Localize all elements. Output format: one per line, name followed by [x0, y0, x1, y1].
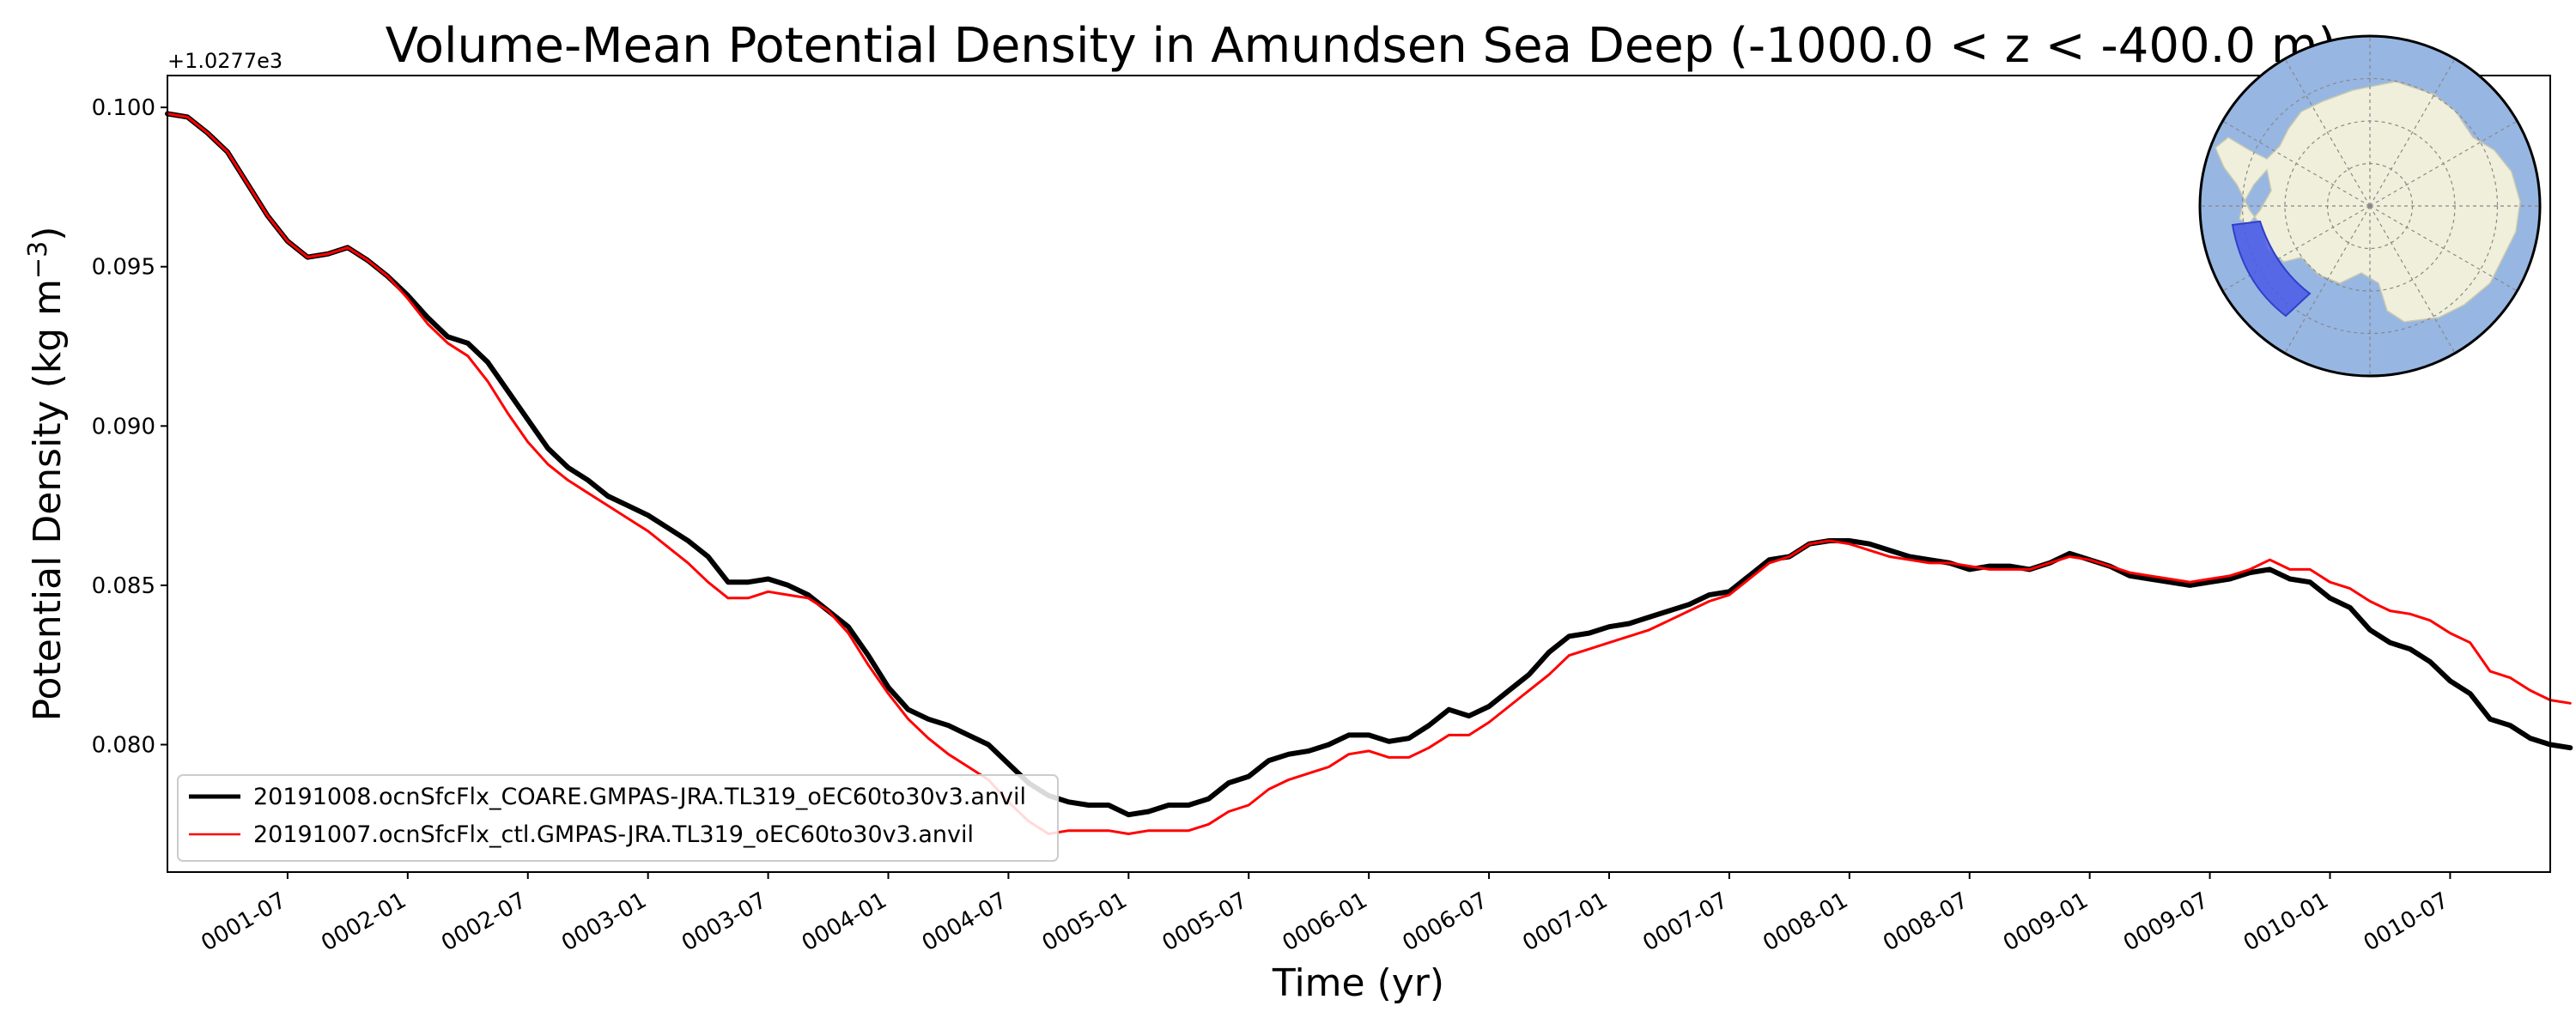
y-axis: 0.080 0.085 0.090 0.095 0.100 [92, 95, 167, 759]
inset-antarctica-land [2215, 81, 2521, 323]
y-offset-label: +1.0277e3 [167, 49, 283, 73]
inset-border [2198, 34, 2542, 378]
x-tick-label: 0007-07 [1638, 888, 1732, 956]
graticule-meridian-150 [2222, 205, 2371, 292]
y-tick-label: 0.090 [92, 414, 155, 439]
y-axis-label-close: ) [26, 227, 70, 241]
graticule-meridian-330 [2369, 120, 2518, 207]
x-tick-label: 0002-01 [317, 888, 410, 956]
graticule-latitude-2 [2241, 77, 2499, 335]
x-tick-label: 0002-07 [437, 888, 531, 956]
x-axis: 0001-07 0002-01 0002-07 0003-01 0003-07 0004-… [197, 872, 2453, 956]
legend-box [177, 774, 1059, 862]
x-tick-label: 0008-01 [1759, 888, 1852, 956]
x-tick-label: 0001-07 [197, 888, 290, 956]
series-line-1 [166, 112, 2572, 835]
x-tick-label: 0008-07 [1879, 888, 1972, 956]
y-tick-label: 0.100 [92, 95, 155, 121]
y-axis-label-main: Potential Density (kg m [26, 279, 70, 721]
legend-label-ctl: 20191007.ocnSfcFlx_ctl.GMPAS-JRA.TL319_o… [253, 821, 974, 848]
x-tick-label: 0003-07 [677, 888, 771, 956]
legend: 20191008.ocnSfcFlx_COARE.GMPAS-JRA.TL319… [177, 774, 1059, 862]
x-tick-label: 0004-01 [798, 888, 891, 956]
y-tick-label: 0.095 [92, 255, 155, 281]
x-tick-label: 0009-01 [1999, 888, 2093, 956]
x-tick-label: 0003-01 [557, 888, 651, 956]
graticule-meridian-30 [2369, 205, 2518, 292]
series-line-0 [165, 111, 2573, 818]
graticule-meridian-60 [2369, 205, 2456, 354]
x-tick-label: 0004-07 [918, 888, 1012, 956]
inset-graticule [2200, 36, 2540, 376]
series-layer [165, 111, 2573, 835]
x-tick-label: 0006-07 [1398, 888, 1492, 956]
x-tick-label: 0005-01 [1038, 888, 1132, 956]
graticule-meridian-300 [2369, 58, 2456, 207]
y-tick-label: 0.080 [92, 733, 155, 759]
x-tick-label: 0005-07 [1158, 888, 1252, 956]
chart-title: Volume-Mean Potential Density in Amundse… [386, 18, 2337, 74]
graticule-meridian-210 [2222, 120, 2371, 207]
x-tick-label: 0009-07 [2119, 888, 2213, 956]
x-tick-label: 0010-01 [2239, 888, 2333, 956]
x-axis-label: Time (yr) [1272, 961, 1444, 1005]
y-axis-label: Potential Density (kg m−3) [23, 227, 70, 722]
y-tick-label: 0.085 [92, 573, 155, 599]
plot-frame [167, 75, 2551, 873]
graticule-meridian-240 [2284, 58, 2371, 207]
x-tick-label: 0006-01 [1279, 888, 1372, 956]
legend-label-coare: 20191008.ocnSfcFlx_COARE.GMPAS-JRA.TL319… [253, 784, 1026, 810]
inset-map [2198, 34, 2542, 378]
graticule-meridian-120 [2284, 205, 2371, 354]
x-tick-label: 0007-01 [1518, 888, 1612, 956]
x-tick-label: 0010-07 [2360, 888, 2453, 956]
inset-region-highlight [2231, 220, 2312, 318]
y-axis-label-superscript: −3 [23, 241, 53, 279]
